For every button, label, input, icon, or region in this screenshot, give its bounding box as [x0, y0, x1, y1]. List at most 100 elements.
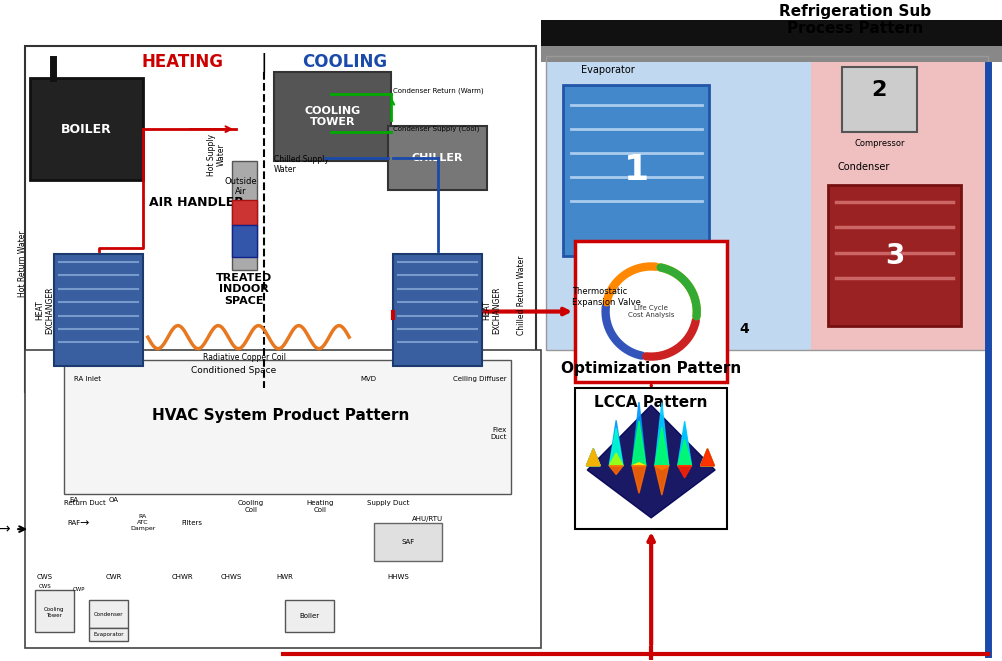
Text: Hot Return Water: Hot Return Water [18, 230, 27, 297]
Text: Compressor: Compressor [853, 139, 904, 147]
Polygon shape [677, 440, 690, 466]
Polygon shape [586, 449, 599, 466]
Text: RAF: RAF [67, 520, 80, 525]
Text: HHWS: HHWS [387, 574, 409, 580]
Text: Chilled Supply
Water: Chilled Supply Water [274, 155, 328, 174]
Text: COOLING
TOWER: COOLING TOWER [304, 106, 360, 127]
Text: Condenser: Condenser [93, 611, 123, 617]
Text: Heating
Coil: Heating Coil [306, 500, 333, 514]
Polygon shape [608, 436, 622, 466]
Text: EA: EA [69, 497, 78, 503]
Polygon shape [700, 449, 713, 466]
Text: BOILER: BOILER [61, 123, 111, 136]
Text: Return Duct: Return Duct [64, 500, 106, 506]
Polygon shape [586, 405, 714, 518]
Bar [393, 254, 481, 366]
Bar [388, 126, 486, 190]
Polygon shape [586, 449, 599, 466]
Text: 1: 1 [623, 153, 648, 187]
Text: Radiative Copper Coil: Radiative Copper Coil [202, 353, 286, 362]
Polygon shape [586, 449, 599, 466]
Bar [54, 254, 142, 366]
Text: HVAC System Product Pattern: HVAC System Product Pattern [151, 408, 409, 422]
Text: Condenser Return (Warm): Condenser Return (Warm) [393, 87, 484, 94]
Polygon shape [586, 449, 599, 466]
Polygon shape [586, 449, 599, 466]
Polygon shape [700, 449, 713, 466]
Text: CWS: CWS [38, 584, 51, 589]
Text: Supply Duct: Supply Duct [367, 500, 409, 506]
Polygon shape [654, 427, 668, 466]
Text: CHWS: CHWS [220, 574, 241, 580]
Text: 3: 3 [884, 242, 904, 270]
Polygon shape [654, 466, 668, 469]
Text: HEAT
EXCHANGER: HEAT EXCHANGER [481, 286, 501, 334]
Text: CHWR: CHWR [171, 574, 192, 580]
Polygon shape [654, 466, 668, 495]
Text: 2: 2 [871, 80, 886, 100]
Polygon shape [631, 402, 645, 466]
Bar [232, 225, 257, 257]
Polygon shape [631, 463, 645, 466]
Text: RA
ATC
Damper: RA ATC Damper [130, 514, 155, 531]
Text: Refrigeration Sub
Process Pattern: Refrigeration Sub Process Pattern [779, 4, 930, 36]
Bar [841, 67, 916, 132]
Bar [374, 523, 442, 561]
Text: →: → [79, 518, 88, 527]
Bar [274, 71, 391, 161]
Text: LCCA Pattern: LCCA Pattern [594, 395, 707, 410]
Text: CWS: CWS [37, 574, 52, 580]
Text: AIR HANDLER: AIR HANDLER [149, 196, 244, 210]
Bar [35, 590, 74, 631]
Text: Chilled Return Water: Chilled Return Water [516, 256, 525, 335]
Text: Outside
Air: Outside Air [224, 177, 258, 196]
Bar [89, 600, 128, 629]
Text: Condenser Supply (Cool): Condenser Supply (Cool) [393, 126, 479, 132]
Bar [89, 629, 128, 641]
Bar [545, 56, 987, 350]
Text: Boiler: Boiler [300, 613, 320, 619]
Text: Hot Supply
Water: Hot Supply Water [206, 134, 226, 176]
Polygon shape [608, 466, 622, 475]
Polygon shape [631, 466, 645, 493]
Text: CWR: CWR [105, 574, 121, 580]
Text: Life Cycle
Cost Analysis: Life Cycle Cost Analysis [627, 305, 673, 318]
Polygon shape [608, 420, 622, 466]
Text: Filters: Filters [181, 520, 202, 525]
Text: Conditioned Space: Conditioned Space [191, 366, 277, 375]
Polygon shape [700, 449, 713, 466]
Polygon shape [631, 422, 645, 466]
Text: CHILLER: CHILLER [412, 153, 463, 163]
Text: HEAT
EXCHANGER: HEAT EXCHANGER [35, 286, 54, 334]
Bar [574, 241, 726, 382]
Text: →: → [0, 522, 10, 536]
Bar [828, 185, 960, 327]
Text: SAF: SAF [401, 539, 414, 545]
Text: Evaporator: Evaporator [93, 632, 123, 637]
Text: Evaporator: Evaporator [580, 65, 634, 75]
Polygon shape [677, 426, 690, 466]
Polygon shape [677, 466, 690, 478]
Bar [232, 200, 257, 225]
Text: TREATED
INDOOR
SPACE: TREATED INDOOR SPACE [215, 272, 272, 306]
Polygon shape [608, 453, 622, 466]
Text: Cooling
Coil: Cooling Coil [237, 500, 264, 514]
Polygon shape [700, 449, 713, 466]
Text: HEATING: HEATING [141, 53, 222, 71]
Text: Flex
Duct: Flex Duct [489, 427, 506, 440]
Bar [285, 600, 334, 631]
Bar [25, 46, 535, 391]
Text: OA: OA [108, 497, 118, 503]
Polygon shape [654, 403, 668, 466]
Bar [30, 78, 142, 180]
Polygon shape [654, 416, 668, 466]
Bar [540, 20, 1001, 46]
Text: COOLING: COOLING [302, 53, 387, 71]
Text: MVD: MVD [360, 375, 376, 381]
Text: RA Inlet: RA Inlet [74, 375, 101, 381]
Bar [574, 388, 726, 529]
Text: HWR: HWR [277, 574, 294, 580]
Polygon shape [700, 449, 713, 466]
Bar [545, 56, 810, 350]
Text: Cooling
Tower: Cooling Tower [44, 607, 65, 618]
